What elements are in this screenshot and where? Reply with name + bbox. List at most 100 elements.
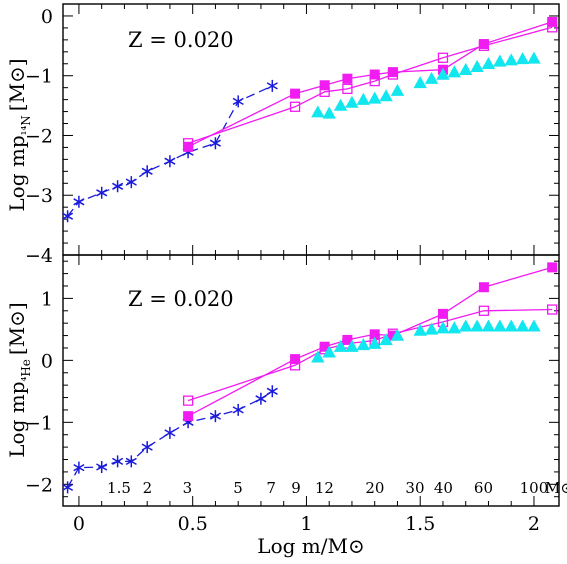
bottom-series-line-0 — [67, 390, 273, 488]
top-y-label-unit: [M⊙] — [5, 58, 29, 111]
top-y-tick-label: −3 — [25, 185, 53, 207]
x-axis-label: Log m/M⊙ — [257, 534, 364, 558]
top-data-point-triangle-filled — [424, 71, 439, 84]
bottom-data-point-triangle-filled — [436, 321, 450, 334]
bottom-y-tick-label: −2 — [25, 474, 53, 496]
top-data-point-triangle-filled — [311, 105, 325, 118]
bottom-data-point-asterisk — [73, 461, 85, 474]
top-data-point-square-open — [437, 52, 449, 63]
bottom-data-point-asterisk — [232, 403, 244, 416]
top-data-point-triangle-filled — [481, 56, 496, 69]
bottom-data-point-asterisk — [266, 385, 278, 398]
mass-label: 12 — [315, 479, 334, 497]
bottom-data-point-triangle-filled — [447, 321, 462, 334]
bottom-panel-annotation: Z = 0.020 — [128, 287, 234, 311]
bottom-data-point-square-filled — [183, 411, 194, 422]
bottom-y-tick-label: 1 — [41, 288, 53, 310]
top-series — [62, 16, 558, 223]
bottom-data-point-square-open — [182, 395, 194, 406]
top-data-point-asterisk — [96, 186, 108, 199]
mass-label: 40 — [434, 479, 453, 497]
bottom-data-point-square-filled — [290, 354, 301, 365]
mass-label: 1.5 — [107, 479, 131, 497]
mass-label: 60 — [474, 479, 493, 497]
top-data-point-asterisk — [112, 180, 124, 193]
bottom-data-point-asterisk — [125, 455, 137, 468]
top-data-point-triangle-filled — [390, 83, 405, 96]
bottom-series — [62, 262, 558, 494]
x-tick-label: 1 — [300, 513, 312, 535]
bottom-data-point-asterisk — [112, 455, 124, 468]
top-data-point-square-filled — [290, 88, 301, 99]
bottom-data-point-square-open — [289, 360, 301, 371]
top-data-point-triangle-filled — [515, 52, 530, 65]
top-y-tick-label: −1 — [25, 66, 53, 88]
top-data-point-asterisk — [141, 165, 153, 178]
top-data-point-triangle-filled — [527, 51, 541, 64]
bottom-data-point-triangle-filled — [379, 333, 393, 346]
top-panel: Z = 0.020 Log mp¹⁴N [M⊙] 0 −1 −2 −3 −4 — [5, 3, 560, 267]
bottom-data-point-square-filled — [547, 262, 558, 273]
top-y-tick-label: −2 — [25, 125, 53, 147]
bottom-data-point-square-open — [547, 304, 558, 315]
top-data-point-triangle-filled — [459, 62, 473, 75]
bottom-y-tick-label: −1 — [25, 412, 53, 434]
x-tick-label: 1.5 — [405, 513, 435, 535]
bottom-data-point-triangle-filled — [459, 319, 473, 332]
top-y-axis-label: Log mp¹⁴N [M⊙] — [5, 58, 33, 211]
bottom-data-point-asterisk — [164, 426, 176, 439]
top-data-point-asterisk — [125, 176, 137, 189]
top-data-point-square-filled — [369, 69, 380, 80]
top-data-point-square-filled — [547, 16, 558, 27]
top-panel-annotation: Z = 0.020 — [128, 28, 234, 52]
top-data-point-triangle-filled — [413, 76, 427, 89]
mass-label: 2 — [143, 479, 153, 497]
bottom-data-point-asterisk — [209, 410, 221, 423]
top-data-point-triangle-filled — [333, 98, 348, 111]
top-data-point-square-open — [369, 75, 380, 87]
bottom-data-point-square-filled — [437, 308, 448, 319]
mass-label: 3 — [183, 479, 193, 497]
top-data-point-triangle-filled — [322, 106, 336, 119]
bottom-y-label-unit: [M⊙] — [5, 302, 29, 355]
top-data-point-triangle-filled — [470, 59, 484, 72]
top-data-point-square-open — [319, 86, 330, 97]
top-data-point-asterisk — [62, 210, 74, 223]
bottom-data-point-asterisk — [141, 441, 153, 454]
bottom-data-point-triangle-filled — [356, 338, 371, 351]
mass-label: 20 — [365, 479, 384, 497]
mass-label: M⊙ — [545, 479, 567, 497]
top-data-point-asterisk — [266, 79, 278, 92]
svg-text:Log mp⁴He[M⊙]: Log mp⁴He [M⊙] — [5, 302, 33, 457]
bottom-data-point-triangle-filled — [368, 336, 382, 349]
top-ticks: 0 −1 −2 −3 −4 — [25, 3, 559, 267]
top-data-point-square-open — [289, 101, 301, 112]
top-data-point-triangle-filled — [345, 95, 359, 108]
bottom-data-point-asterisk — [255, 392, 267, 405]
bottom-panel: Z = 0.020 Log mp⁴He[M⊙] 10−1−20 0.5 1 1.5 2 … — [5, 254, 567, 558]
x-tick-label: 0 — [73, 513, 85, 535]
top-data-point-triangle-filled — [504, 53, 518, 66]
top-series-line-0 — [67, 85, 273, 217]
mass-label: 9 — [291, 479, 301, 497]
top-data-point-triangle-filled — [436, 67, 450, 80]
bottom-data-point-triangle-filled — [424, 322, 439, 335]
mass-label: 7 — [266, 479, 276, 497]
top-y-tick-label: 0 — [41, 6, 53, 28]
x-tick-label: 2 — [528, 513, 540, 535]
bottom-data-point-triangle-filled — [527, 319, 541, 332]
top-data-point-asterisk — [209, 137, 221, 150]
bottom-data-point-triangle-filled — [311, 350, 325, 363]
bottom-data-point-square-open — [478, 305, 490, 316]
top-data-point-triangle-filled — [493, 54, 507, 67]
top-y-label-main: Log mp — [5, 135, 29, 211]
bottom-data-point-asterisk — [62, 481, 74, 494]
bottom-data-point-triangle-filled — [470, 319, 484, 332]
mass-label: 30 — [405, 479, 424, 497]
top-data-point-triangle-filled — [356, 92, 371, 105]
top-data-point-square-open — [182, 138, 194, 149]
top-y-label-sub: ¹⁴N — [19, 115, 33, 135]
bottom-data-point-triangle-filled — [504, 319, 518, 332]
